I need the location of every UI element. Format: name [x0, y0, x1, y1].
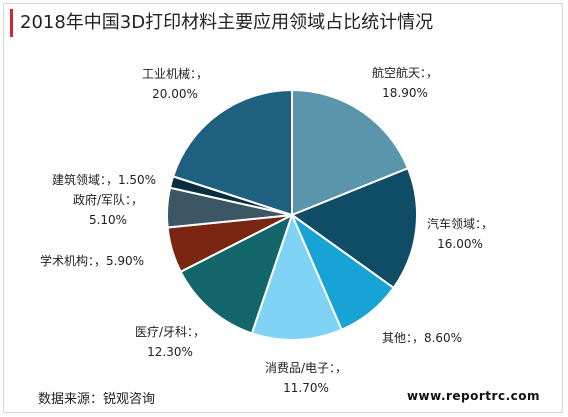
chart-title: 2018年中国3D打印材料主要应用领域占比统计情况 [20, 12, 434, 33]
slice-label-name: 医疗/牙科：， [135, 325, 205, 339]
data-source: 数据来源：锐观咨询 [38, 392, 156, 407]
slice-label-name: 政府/军队：， [73, 192, 143, 207]
slice-label-8: 建筑领域：，1.50% [52, 172, 156, 187]
slice-label-value: 5.10% [89, 213, 127, 227]
slice-label-value: 18.90% [382, 86, 428, 100]
pie-slice-9 [171, 88, 293, 217]
pie-slice-5 [179, 212, 294, 335]
slice-label-5: 医疗/牙科：， 12.30% [135, 325, 205, 359]
slice-label-name: 汽车领域：， [427, 216, 493, 231]
pie-slice-2 [289, 166, 418, 290]
pie-slices [166, 88, 418, 341]
slice-label-name: 消费品/电子：， [265, 361, 347, 375]
pie-slice-1 [291, 88, 410, 217]
slice-labels: 航空航天：， 18.90% 汽车领域：， 16.00% 其他：，8.60% 消费品/电子：… [40, 65, 493, 395]
slice-label-name: 建筑领域：，1.50% [52, 172, 156, 187]
slice-label-value: 11.70% [283, 381, 329, 395]
slice-label-value: 12.30% [147, 345, 193, 359]
chart-frame [3, 3, 563, 413]
slice-label-6: 学术机构：，5.90% [40, 253, 144, 268]
slice-label-name: 工业机械：， [142, 66, 208, 81]
slice-label-7: 政府/军队：， 5.10% [73, 192, 143, 227]
title-accent-bar [10, 9, 13, 37]
slice-label-name: 学术机构：，5.90% [40, 253, 144, 268]
pie-slice-4 [250, 212, 343, 341]
slice-label-value: 16.00% [437, 237, 483, 251]
slice-label-3: 其他：，8.60% [382, 331, 462, 345]
slice-label-1: 航空航天：， 18.90% [372, 65, 438, 100]
slice-label-name: 其他：，8.60% [382, 331, 462, 345]
slice-label-4: 消费品/电子：， 11.70% [265, 361, 347, 395]
website-url: www.reportrc.com [406, 389, 540, 403]
slice-label-value: 20.00% [152, 87, 198, 101]
slice-label-9: 工业机械：， 20.00% [142, 66, 208, 101]
slice-label-name: 航空航天：， [372, 65, 438, 80]
slice-label-2: 汽车领域：， 16.00% [427, 216, 493, 251]
